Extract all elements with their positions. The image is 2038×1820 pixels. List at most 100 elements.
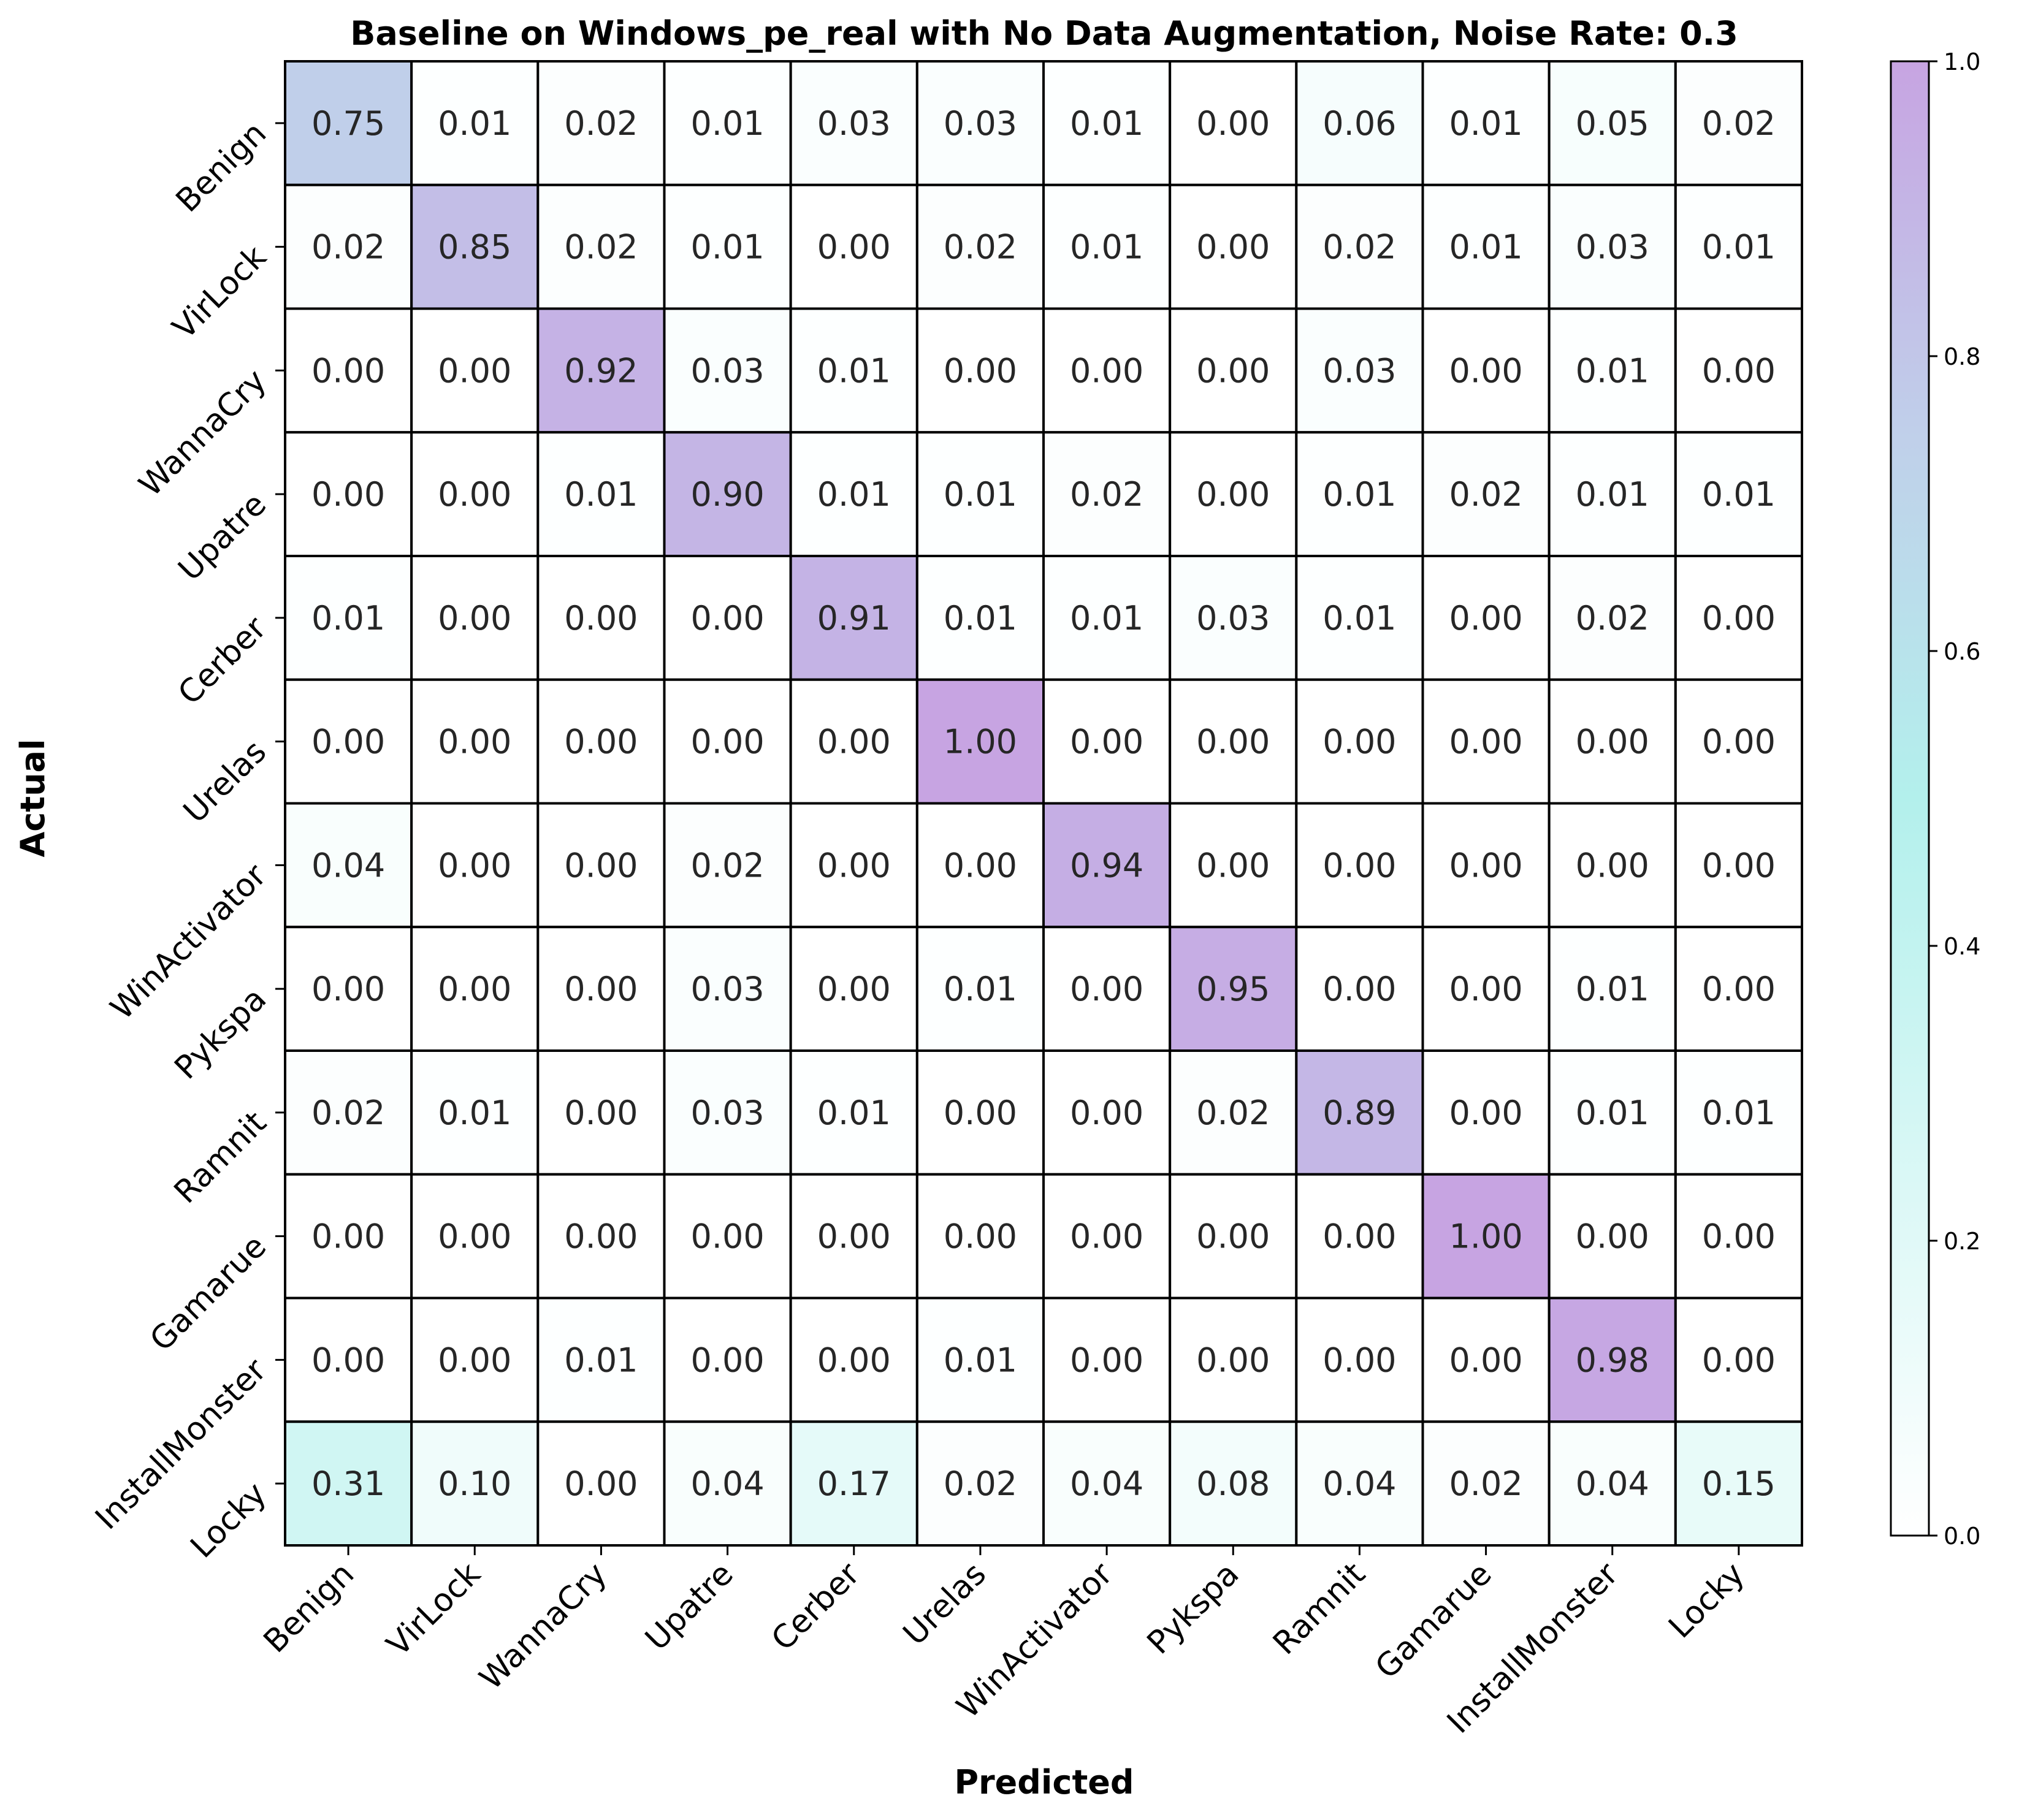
cell-value-label: 0.95	[1196, 970, 1270, 1008]
cell-value-label: 0.00	[564, 1217, 638, 1256]
cell-value-label: 0.85	[438, 228, 511, 267]
heatmap-cell	[284, 555, 413, 681]
cell-value-label: 0.02	[311, 1094, 385, 1132]
cell-value-label: 0.75	[311, 104, 385, 143]
colorbar-tick-label: 0.4	[1944, 933, 1980, 960]
cell-value-label: 0.00	[1322, 1217, 1396, 1256]
cell-value-label: 0.00	[438, 1217, 511, 1256]
heatmap-cell	[1674, 678, 1803, 805]
cell-value-label: 0.00	[944, 1094, 1017, 1132]
cell-value-label: 0.02	[1070, 475, 1143, 514]
cell-value-label: 0.00	[817, 1217, 891, 1256]
cell-value-label: 0.00	[1576, 1217, 1649, 1256]
cell-value-label: 0.00	[311, 970, 385, 1008]
cell-value-label: 0.00	[1449, 970, 1522, 1008]
x-tick-label: Locky	[1662, 1556, 1752, 1646]
cell-value-label: 0.00	[1070, 723, 1143, 761]
cell-value-label: 0.00	[564, 723, 638, 761]
cell-value-label: 0.00	[1702, 970, 1776, 1008]
heatmap-cell	[789, 1173, 918, 1300]
cell-value-label: 0.03	[1576, 228, 1649, 267]
cell-value-label: 0.00	[817, 228, 891, 267]
heatmap-cell	[915, 183, 1045, 310]
heatmap-cell	[1421, 1173, 1551, 1300]
heatmap-cell	[1295, 678, 1424, 805]
cell-value-label: 0.00	[690, 1217, 764, 1256]
cell-value-label: 0.00	[1576, 723, 1649, 761]
heatmap-cell	[410, 1173, 540, 1300]
heatmap-cell	[1169, 678, 1298, 805]
heatmap-cell	[536, 802, 666, 929]
cell-value-label: 0.98	[1576, 1341, 1649, 1379]
cell-value-label: 0.00	[311, 723, 385, 761]
cell-value-label: 0.00	[944, 846, 1017, 885]
heatmap-cell	[1548, 1049, 1677, 1176]
heatmap-cell	[915, 555, 1045, 681]
x-tick-label: Gamarue	[1368, 1556, 1499, 1686]
heatmap-cell	[663, 678, 792, 805]
heatmap-cell	[410, 1296, 540, 1423]
cell-value-label: 0.00	[438, 599, 511, 638]
cell-value-label: 0.04	[311, 846, 385, 885]
y-tick-label: WannaCry	[132, 362, 274, 504]
cell-value-label: 0.00	[1702, 846, 1776, 885]
cell-value-label: 0.02	[1322, 228, 1396, 267]
y-tick-labels: BenignVirLockWannaCryUpatreCerberUrelasW…	[88, 115, 285, 1566]
cell-value-label: 0.04	[1576, 1464, 1649, 1503]
cell-value-label: 0.01	[944, 970, 1017, 1008]
cell-value-label: 0.00	[1196, 846, 1270, 885]
cell-value-label: 0.00	[1196, 104, 1270, 143]
heatmap-cell	[1169, 60, 1298, 186]
cell-value-label: 0.01	[817, 475, 891, 514]
heatmap-cells: 0.75 0.01 0.02 0.01 0.03 0.03 0.01 0.00 0.06 0.01…	[284, 60, 1803, 1547]
heatmap-cell	[1421, 1420, 1551, 1547]
x-tick-label: Cerber	[765, 1555, 867, 1658]
heatmap-cell	[536, 555, 666, 681]
cell-value-label: 0.01	[564, 1341, 638, 1379]
cell-value-label: 0.00	[1196, 475, 1270, 514]
heatmap-cell	[536, 1420, 666, 1547]
cell-value-label: 0.03	[1322, 351, 1396, 390]
cell-value-label: 0.01	[564, 475, 638, 514]
cell-value-label: 0.00	[817, 1341, 891, 1379]
y-tick-label: Upatre	[172, 486, 274, 588]
heatmap-cell	[1042, 1173, 1172, 1300]
heatmap-cell	[284, 802, 413, 929]
x-tick-label: Urelas	[896, 1556, 993, 1653]
cell-value-label: 0.02	[1449, 475, 1522, 514]
cell-value-label: 0.00	[1449, 846, 1522, 885]
heatmap-cell	[663, 1296, 792, 1423]
cell-value-label: 0.00	[1702, 1217, 1776, 1256]
x-tick-label: Upatre	[638, 1556, 741, 1658]
heatmap-cell	[1169, 183, 1298, 310]
cell-value-label: 0.00	[1196, 228, 1270, 267]
cell-value-label: 0.00	[1196, 1341, 1270, 1379]
cell-value-label: 0.01	[1702, 475, 1776, 514]
cell-value-label: 0.02	[944, 1464, 1017, 1503]
cell-value-label: 0.02	[1449, 1464, 1522, 1503]
cell-value-label: 0.17	[817, 1464, 891, 1503]
cell-value-label: 0.01	[817, 351, 891, 390]
heatmap-cell	[536, 926, 666, 1052]
heatmap-cell	[1042, 183, 1172, 310]
heatmap-cell	[1548, 1420, 1677, 1547]
cell-value-label: 0.94	[1070, 846, 1143, 885]
cell-value-label: 0.92	[564, 351, 638, 390]
cell-value-label: 0.02	[944, 228, 1017, 267]
y-tick-label: Urelas	[177, 733, 273, 830]
cell-value-label: 0.02	[564, 104, 638, 143]
y-tick-label: Benign	[169, 115, 273, 219]
heatmap-cell	[1042, 802, 1172, 929]
heatmap-cell	[1548, 802, 1677, 929]
heatmap-cell	[284, 60, 413, 186]
cell-value-label: 0.00	[1702, 599, 1776, 638]
heatmap-cell	[1042, 307, 1172, 434]
cell-value-label: 0.00	[1322, 723, 1396, 761]
cell-value-label: 0.02	[1196, 1094, 1270, 1132]
cell-value-label: 0.00	[1070, 1341, 1143, 1379]
heatmap-cell	[1042, 555, 1172, 681]
cell-value-label: 1.00	[1449, 1217, 1522, 1256]
heatmap-cell	[536, 60, 666, 186]
heatmap-cell	[915, 60, 1045, 186]
cell-value-label: 0.31	[311, 1464, 385, 1503]
